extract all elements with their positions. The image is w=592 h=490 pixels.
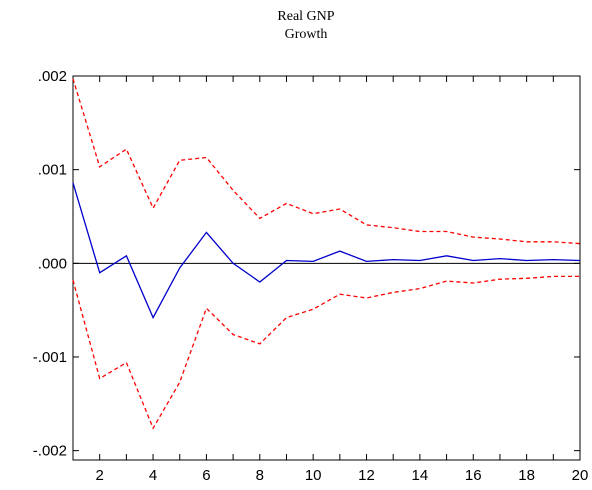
x-tick-label: 10 [305, 467, 322, 484]
x-tick-label: 20 [572, 467, 589, 484]
y-tick-label: .002 [38, 68, 67, 85]
y-tick-label: .001 [38, 162, 67, 179]
response-line [72, 182, 581, 320]
plot-frame [72, 75, 581, 461]
chart-subtitle: Growth [285, 27, 328, 42]
upper-band-line [72, 78, 581, 245]
x-tick-label: 4 [149, 467, 157, 484]
chart-layer: .002 .001 .000 -.001 -.002 2 4 6 8 10 12 14 16 18 20 [33, 68, 589, 484]
y-tick-label: -.001 [33, 349, 67, 366]
x-tick-label: 14 [412, 467, 429, 484]
y-tick-label: .000 [38, 255, 67, 272]
lower-band-line [72, 275, 580, 430]
x-tick-label: 2 [96, 467, 104, 484]
x-tick-label: 18 [518, 467, 535, 484]
x-tick-label: 8 [256, 467, 264, 484]
x-tick-label: 6 [202, 467, 210, 484]
y-tick-label: -.002 [33, 443, 67, 460]
x-tick-label: 16 [465, 467, 482, 484]
x-tick-label: 12 [358, 467, 375, 484]
chart-title: Real GNP [277, 9, 334, 24]
